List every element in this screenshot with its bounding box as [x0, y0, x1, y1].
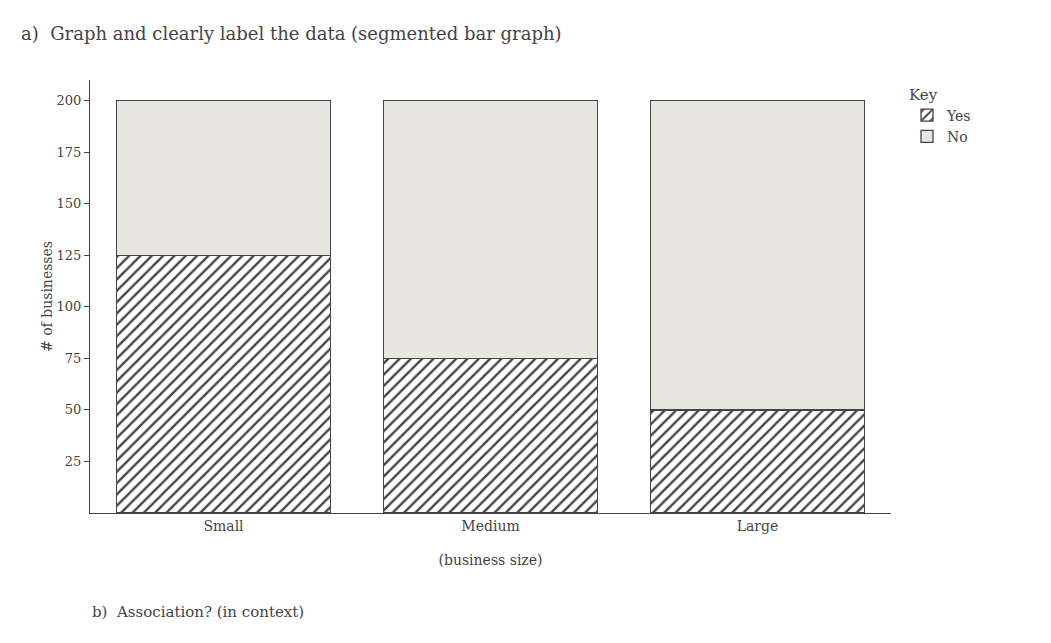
svg-text:150: 150 [57, 196, 82, 211]
svg-text:Medium: Medium [461, 518, 519, 534]
svg-text:b) Association? (in context): b) Association? (in context) [92, 603, 304, 621]
svg-text:(business size): (business size) [438, 552, 542, 568]
svg-text:Small: Small [203, 518, 244, 534]
svg-text:50: 50 [65, 402, 82, 417]
svg-text:Large: Large [737, 518, 779, 534]
svg-text:Key: Key [909, 86, 938, 104]
svg-text:No: No [947, 129, 968, 145]
svg-text:25: 25 [65, 454, 82, 469]
svg-text:75: 75 [65, 351, 82, 366]
svg-text:a) Graph and clearly label th: a) Graph and clearly label the data (seg… [21, 23, 562, 44]
svg-text:125: 125 [57, 248, 82, 263]
svg-text:200: 200 [57, 93, 82, 108]
svg-text:# of businesses: # of businesses [39, 241, 55, 352]
svg-text:175: 175 [57, 145, 82, 160]
svg-text:Yes: Yes [946, 108, 971, 124]
svg-text:100: 100 [57, 299, 82, 314]
